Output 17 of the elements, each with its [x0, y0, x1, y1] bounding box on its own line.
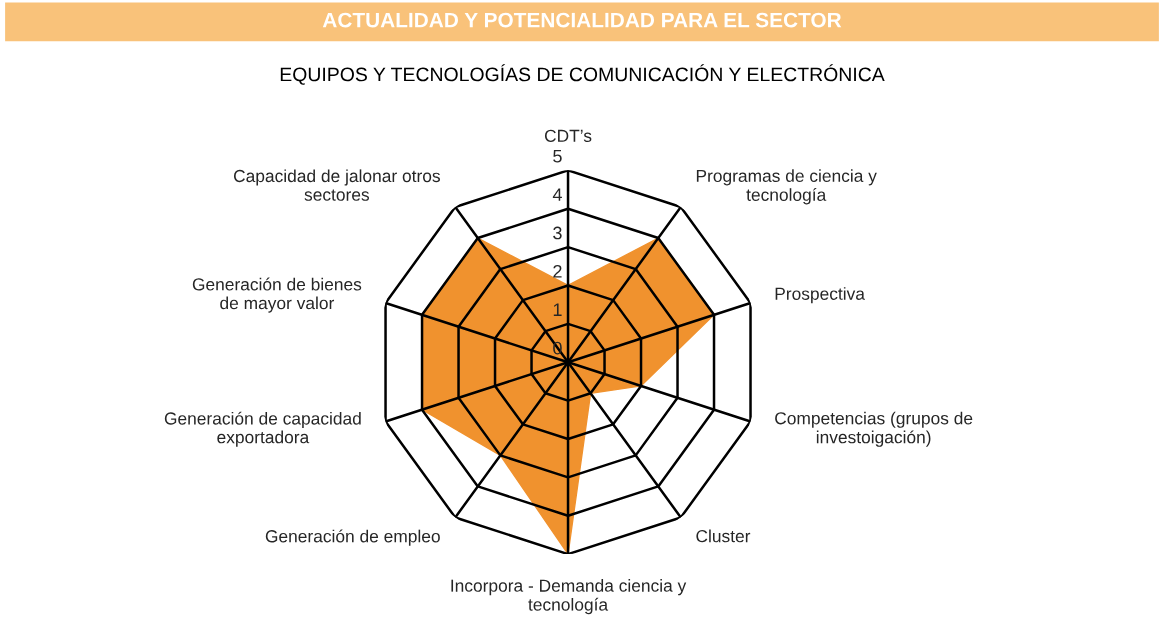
- spoke-label: Prospectiva: [775, 287, 865, 304]
- spoke-label: Generación de capacidad exportadora: [164, 411, 361, 447]
- y-tick-label: 5: [553, 150, 562, 163]
- spoke-label: CDT’s: [544, 129, 592, 142]
- spoke-label: Competencias (grupos de investoigación): [775, 411, 973, 447]
- spoke-label: Programas de ciencia y tecnología: [696, 169, 877, 205]
- spoke-label: Generación de empleo: [265, 529, 440, 546]
- spoke-label: Incorpora - Demanda ciencia y tecnología: [451, 579, 687, 615]
- spoke-label: Capacidad de jalonar otros sectores: [233, 169, 440, 201]
- spoke-label: Cluster: [696, 529, 751, 543]
- y-tick-label: 4: [552, 188, 562, 201]
- y-tick-label: 2: [553, 264, 562, 278]
- spoke-label: Generación de bienes de mayor valor: [192, 277, 362, 313]
- y-tick-label: 3: [553, 226, 562, 240]
- y-tick-label: 1: [553, 303, 562, 316]
- chart-title: ACTUALIDAD Y POTENCIALIDAD PARA EL SECTOR: [322, 12, 842, 28]
- chart-subtitle: EQUIPOS Y TECNOLOGÍAS DE COMUNICACIÓN Y ELECTRÓNICA: [280, 64, 885, 85]
